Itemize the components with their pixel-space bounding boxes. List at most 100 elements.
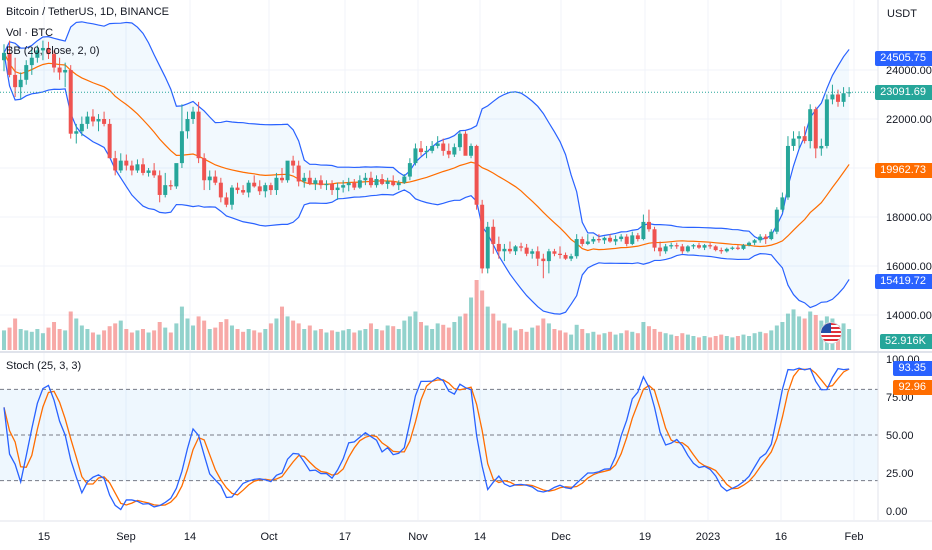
volume-bar [152, 330, 157, 350]
candle-body [457, 133, 462, 148]
volume-bar [585, 333, 590, 350]
volume-bar [307, 325, 312, 350]
volume-bar [302, 329, 307, 350]
volume-bar [646, 326, 651, 350]
volume-bar [697, 337, 701, 350]
price-axis[interactable]: 24000.0022000.0020000.0018000.0016000.00… [877, 0, 932, 520]
volume-bar [708, 337, 713, 350]
candle-body [758, 236, 763, 241]
candle-body [541, 258, 546, 262]
volume-bar [502, 323, 507, 350]
candle-body [357, 180, 362, 188]
candle-body [213, 176, 218, 183]
volume-bar [685, 334, 690, 350]
volume-bar [463, 313, 468, 350]
volume-bar [513, 330, 518, 350]
candle-body [558, 253, 562, 255]
candle-body [302, 177, 307, 182]
candle-body [79, 123, 84, 132]
volume-bar [18, 329, 23, 350]
price-tick-label: 24000.00 [886, 65, 932, 77]
candlesticks[interactable] [2, 40, 852, 279]
stoch-d-tag: 92.96 [893, 380, 932, 395]
stoch-tick-label: 50.00 [886, 430, 914, 442]
grid [0, 0, 878, 520]
volume-bar [63, 330, 68, 350]
candle-body [574, 239, 579, 257]
last-price-tag: 23091.69 [875, 85, 932, 100]
candle-body [635, 235, 640, 240]
candle-body [813, 109, 818, 149]
volume-bar [40, 333, 45, 350]
candle-body [613, 239, 618, 242]
volume-bar [252, 330, 257, 350]
time-tick-label: 16 [775, 531, 787, 543]
stochastic-pane[interactable] [0, 367, 878, 511]
volume-bar [107, 326, 112, 350]
stoch-tick-label: 25.00 [886, 468, 914, 480]
volume-bar [791, 309, 796, 350]
volume-bar [802, 318, 807, 350]
candle-body [496, 243, 501, 252]
candle-body [524, 247, 529, 254]
candle-body [413, 148, 418, 164]
volume-bar [735, 336, 740, 350]
price-tick-label: 22000.00 [886, 114, 932, 126]
candle-body [847, 92, 852, 94]
currency-label[interactable]: USDT [887, 8, 917, 20]
stoch-k-line [3, 367, 850, 511]
volume-legend[interactable]: Vol · BTC [6, 27, 54, 39]
volume-bar [474, 280, 479, 350]
candle-body [207, 176, 212, 181]
us-flag-icon[interactable] [820, 322, 842, 344]
volume-bar [46, 327, 51, 350]
candle-body [18, 79, 23, 88]
candle-body [419, 148, 423, 153]
volume-bar [135, 330, 140, 350]
volume-bar [407, 316, 412, 350]
candle-body [318, 180, 323, 186]
candle-body [368, 177, 373, 186]
bb-legend[interactable]: BB (20, close, 2, 0) [6, 45, 100, 57]
volume-bar [613, 334, 618, 350]
volume-bar [113, 323, 118, 350]
candle-body [57, 67, 62, 73]
candle-body [708, 245, 713, 247]
candle-body [791, 138, 796, 146]
candle-body [307, 177, 312, 184]
candle-body [591, 239, 596, 242]
symbol-title[interactable]: Bitcoin / TetherUS, 1D, BINANCE [6, 6, 170, 18]
volume-bar [357, 330, 362, 350]
time-tick-label: Nov [408, 531, 428, 543]
volume-bar [719, 334, 724, 350]
volume-bar [413, 311, 418, 350]
volume-bar [207, 329, 212, 350]
candle-body [324, 183, 329, 186]
candle-body [724, 248, 729, 252]
volume-bar [2, 330, 6, 350]
volume-bar [380, 330, 385, 350]
stoch-legend[interactable]: Stoch (25, 3, 3) [6, 360, 82, 372]
candle-body [35, 50, 40, 58]
candle-body [163, 185, 168, 195]
volume-bar [574, 324, 579, 350]
time-axis[interactable]: 15 Sep 14 Oct 17 Nov 14 Dec 19 2023 16 Feb [0, 520, 932, 543]
volume-bar [163, 327, 168, 350]
candle-body [602, 237, 607, 241]
candle-body [719, 250, 724, 252]
candle-body [480, 204, 485, 269]
volume-bar [485, 306, 490, 350]
volume-bar [669, 334, 674, 350]
volume-bar [391, 326, 396, 350]
candle-body [407, 163, 412, 177]
volume-bar [546, 323, 551, 350]
candle-body [229, 187, 234, 205]
price-tick-label: 18000.00 [886, 212, 932, 224]
volume-bar [52, 322, 57, 350]
volume-bar [763, 333, 768, 350]
volume-bar [13, 318, 18, 350]
volume-bar [774, 325, 779, 350]
candle-body [669, 245, 674, 247]
candle-body [179, 131, 184, 164]
